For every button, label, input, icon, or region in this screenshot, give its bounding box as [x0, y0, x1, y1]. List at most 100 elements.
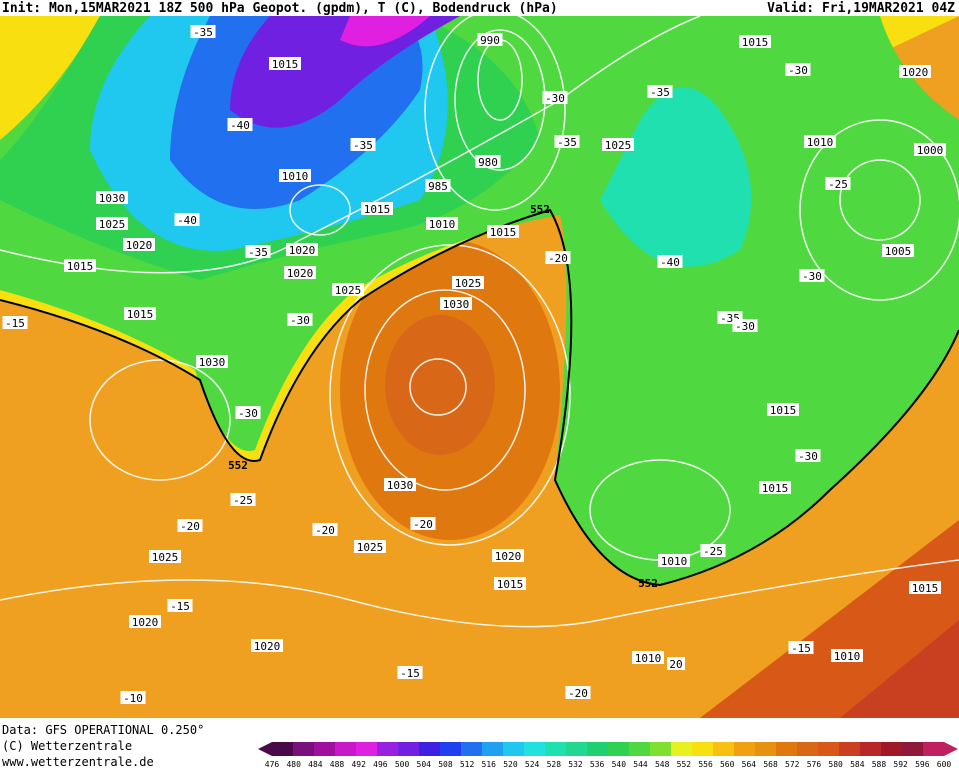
- colorbar-swatch: [356, 742, 378, 756]
- colorbar-label: 536: [590, 760, 605, 769]
- contour-label: 1015: [67, 260, 94, 273]
- colorbar-label: 484: [308, 760, 323, 769]
- contour-label: -30: [290, 314, 310, 327]
- contour-label: -40: [177, 214, 197, 227]
- colorbar-swatch: [377, 742, 399, 756]
- colorbar-swatch: [839, 742, 861, 756]
- colorbar-swatch: [902, 742, 924, 756]
- colorbar-swatch: [797, 742, 819, 756]
- map: [0, 10, 959, 718]
- colorbar-label: 488: [330, 760, 345, 769]
- colorbar-swatch: [503, 742, 525, 756]
- contour-label: 1010: [661, 555, 688, 568]
- colorbar-swatch: [440, 742, 462, 756]
- contour-label: -20: [413, 518, 433, 531]
- colorbar-swatch: [860, 742, 882, 756]
- contour-label: -15: [400, 667, 420, 680]
- contour-label: 1030: [99, 192, 126, 205]
- header-right: Valid: Fri,19MAR2021 04Z: [767, 1, 955, 16]
- colorbar-label: 584: [850, 760, 865, 769]
- contour-label: 1025: [335, 284, 362, 297]
- contour-label: 1015: [364, 203, 391, 216]
- contour-label: 1020: [126, 239, 153, 252]
- colorbar-label: 512: [460, 760, 475, 769]
- colorbar-label: 524: [525, 760, 540, 769]
- contour-label: 1030: [443, 298, 470, 311]
- colorbar-label: 532: [568, 760, 583, 769]
- colorbar-label: 476: [265, 760, 280, 769]
- colorbar-swatch: [398, 742, 420, 756]
- colorbar-label: 544: [633, 760, 648, 769]
- contour-label: 1015: [762, 482, 789, 495]
- contour-label: -20: [548, 252, 568, 265]
- contour-label: -40: [230, 119, 250, 132]
- colorbar-label: 572: [785, 760, 800, 769]
- colorbar-label: 508: [438, 760, 453, 769]
- contour-label: 1025: [152, 551, 179, 564]
- contour-label: -20: [568, 687, 588, 700]
- contour-label: -30: [802, 270, 822, 283]
- colorbar-label: 580: [828, 760, 843, 769]
- contour-label: 1025: [357, 541, 384, 554]
- colorbar-label: 576: [807, 760, 822, 769]
- colorbar-swatch: [587, 742, 609, 756]
- contour-label: 1010: [834, 650, 861, 663]
- contour-label: 1015: [272, 58, 299, 71]
- colorbar-label: 496: [373, 760, 388, 769]
- colorbar-swatch: [923, 742, 945, 756]
- contour-label: 1020: [495, 550, 522, 563]
- contour-label: -30: [735, 320, 755, 333]
- colorbar-label: 564: [742, 760, 757, 769]
- contour-label: 980: [478, 156, 498, 169]
- colorbar-label: 596: [915, 760, 930, 769]
- contour-label: 1015: [127, 308, 154, 321]
- colorbar-swatch: [419, 742, 441, 756]
- contour-label: 1020: [289, 244, 316, 257]
- contour-label: -40: [660, 256, 680, 269]
- contour-label: 1030: [387, 479, 414, 492]
- colorbar-swatch: [524, 742, 546, 756]
- contour-label: 990: [480, 34, 500, 47]
- contour-label: 1010: [807, 136, 834, 149]
- colorbar-swatch: [566, 742, 588, 756]
- contour-label: -25: [828, 178, 848, 191]
- contour-label: -35: [193, 26, 213, 39]
- colorbar-label: 480: [286, 760, 301, 769]
- colorbar-swatch: [272, 742, 294, 756]
- footer-line: www.wetterzentrale.de: [2, 755, 154, 769]
- contour-label: 1025: [605, 139, 632, 152]
- contour-label: 1010: [282, 170, 309, 183]
- contour-label: -30: [545, 92, 565, 105]
- contour-label: -30: [798, 450, 818, 463]
- colorbar-swatch: [734, 742, 756, 756]
- colorbar-swatch: [713, 742, 735, 756]
- colorbar-label: 500: [395, 760, 410, 769]
- contour-label: 1020: [287, 267, 314, 280]
- contour-label: -35: [650, 86, 670, 99]
- footer-line: (C) Wetterzentrale: [2, 739, 132, 753]
- contour-label: -30: [238, 407, 258, 420]
- colorbar-swatch: [650, 742, 672, 756]
- header-left: Init: Mon,15MAR2021 18Z 500 hPa Geopot. …: [2, 1, 558, 16]
- contour-label: -15: [5, 317, 25, 330]
- contour-label: 552: [228, 459, 248, 472]
- contour-label: -10: [123, 692, 143, 705]
- contour-label: -25: [233, 494, 253, 507]
- contour-label: 1015: [770, 404, 797, 417]
- contour-label: 1020: [902, 66, 929, 79]
- colorbar-label: 516: [482, 760, 497, 769]
- colorbar-swatch: [881, 742, 903, 756]
- colorbar-label: 592: [893, 760, 908, 769]
- colorbar-swatch: [335, 742, 357, 756]
- contour-label: 985: [428, 180, 448, 193]
- contour-label: -35: [353, 139, 373, 152]
- colorbar-swatch: [629, 742, 651, 756]
- colorbar-swatch: [461, 742, 483, 756]
- colorbar-label: 520: [503, 760, 518, 769]
- contour-label: 1015: [490, 226, 517, 239]
- colorbar-swatch: [671, 742, 693, 756]
- colorbar-label: 568: [763, 760, 778, 769]
- contour-label: 1020: [132, 616, 159, 629]
- contour-label: 1010: [429, 218, 456, 231]
